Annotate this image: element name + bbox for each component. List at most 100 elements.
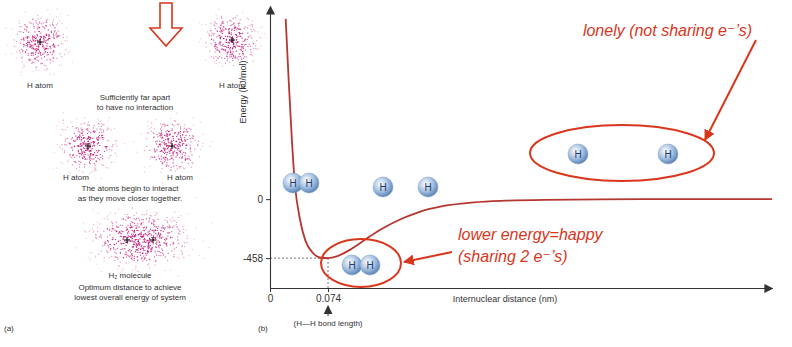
- cloud-dot: [185, 152, 186, 153]
- cloud-dot: [201, 24, 202, 25]
- cloud-dot: [164, 227, 165, 228]
- cloud-dot: [214, 25, 215, 26]
- cloud-dot: [125, 242, 126, 243]
- cloud-dot: [163, 157, 164, 158]
- cloud-dot: [221, 30, 222, 31]
- cloud-dot: [41, 63, 42, 64]
- cloud-dot: [160, 134, 161, 135]
- cloud-dot: [156, 241, 157, 242]
- cloud-dot: [178, 166, 179, 167]
- molecule: HH: [342, 255, 380, 275]
- cloud-dot: [160, 151, 161, 152]
- cloud-dot: [80, 145, 81, 146]
- cloud-dot: [119, 261, 120, 262]
- atom-symbol: H: [664, 149, 671, 160]
- cloud-dot: [87, 130, 88, 131]
- cloud-dot: [35, 59, 36, 60]
- cloud-dot: [180, 142, 181, 143]
- cloud-dot: [155, 246, 156, 247]
- cloud-dot: [40, 52, 41, 53]
- cloud-dot: [130, 236, 131, 237]
- cloud-dot: [84, 156, 85, 157]
- cloud-dot: [236, 39, 237, 40]
- cloud-dot: [16, 41, 17, 42]
- cloud-dot: [168, 253, 169, 254]
- cloud-dot: [217, 57, 218, 58]
- cloud-dot: [79, 153, 80, 154]
- cloud-dot: [242, 54, 243, 55]
- cloud-dot: [136, 230, 137, 231]
- cloud-dot: [95, 155, 96, 156]
- cloud-dot: [93, 145, 94, 146]
- cloud-dot: [101, 270, 102, 271]
- cloud-dot: [81, 133, 82, 134]
- cloud-dot: [128, 235, 129, 236]
- cloud-dot: [159, 144, 160, 145]
- cloud-dot: [136, 151, 137, 152]
- cloud-dot: [134, 241, 135, 242]
- cloud-dot: [162, 136, 163, 137]
- cloud-dot: [233, 55, 234, 56]
- cloud-dot: [157, 228, 158, 229]
- cloud-dot: [153, 243, 154, 244]
- cloud-dot: [108, 128, 109, 129]
- cloud-dot: [41, 23, 42, 24]
- cloud-dot: [214, 46, 215, 47]
- cloud-dot: [54, 47, 55, 48]
- cloud-dot: [181, 157, 182, 158]
- cloud-dot: [97, 118, 98, 119]
- cloud-dot: [50, 62, 51, 63]
- cloud-dot: [104, 218, 105, 219]
- cloud-dot: [93, 131, 94, 132]
- cloud-dot: [67, 40, 68, 41]
- cloud-dot: [186, 242, 187, 243]
- cloud-dot: [43, 22, 44, 23]
- cloud-dot: [137, 260, 138, 261]
- cloud-dot: [78, 145, 79, 146]
- cloud-dot: [172, 136, 173, 137]
- cloud-dot: [188, 214, 189, 215]
- cloud-dot: [184, 168, 185, 169]
- cloud-dot: [130, 227, 131, 228]
- cloud-dot: [171, 158, 172, 159]
- cloud-dot: [77, 145, 78, 146]
- cloud-dot: [245, 49, 246, 50]
- stage: H atomH atomSufficiently far apartto hav…: [5, 8, 265, 111]
- cloud-dot: [188, 163, 189, 164]
- cloud-dot: [84, 151, 85, 152]
- cloud-dot: [153, 219, 154, 220]
- cloud-dot: [92, 209, 93, 210]
- cloud-dot: [179, 150, 180, 151]
- cloud-dot: [40, 55, 41, 56]
- cloud-dot: [241, 46, 242, 47]
- cloud-dot: [139, 244, 140, 245]
- cloud-dot: [175, 132, 176, 133]
- cloud-dot: [169, 227, 170, 228]
- cloud-dot: [185, 135, 186, 136]
- cloud-dot: [185, 159, 186, 160]
- cloud-dot: [88, 131, 89, 132]
- cloud-dot: [136, 212, 137, 213]
- cloud-dot: [89, 125, 90, 126]
- cloud-dot: [116, 243, 117, 244]
- cloud-dot: [234, 30, 235, 31]
- cloud-dot: [109, 234, 110, 235]
- cloud-dot: [189, 158, 190, 159]
- cloud-dot: [237, 45, 238, 46]
- cloud-dot: [232, 58, 233, 59]
- cloud-dot: [199, 156, 200, 157]
- cloud-dot: [179, 157, 180, 158]
- cloud-dot: [166, 133, 167, 134]
- cloud-dot: [99, 145, 100, 146]
- cloud-dot: [233, 38, 234, 39]
- cloud-dot: [80, 144, 81, 145]
- cloud-dot: [163, 242, 164, 243]
- cloud-dot: [141, 258, 142, 259]
- cloud-dot: [45, 70, 46, 71]
- cloud-dot: [33, 62, 34, 63]
- tick-label: 0: [257, 194, 263, 205]
- stage: H₂ moleculeOptimum distance to achievelo…: [74, 197, 212, 302]
- cloud-dot: [121, 218, 122, 219]
- cloud-dot: [123, 257, 124, 258]
- cloud-dot: [247, 32, 248, 33]
